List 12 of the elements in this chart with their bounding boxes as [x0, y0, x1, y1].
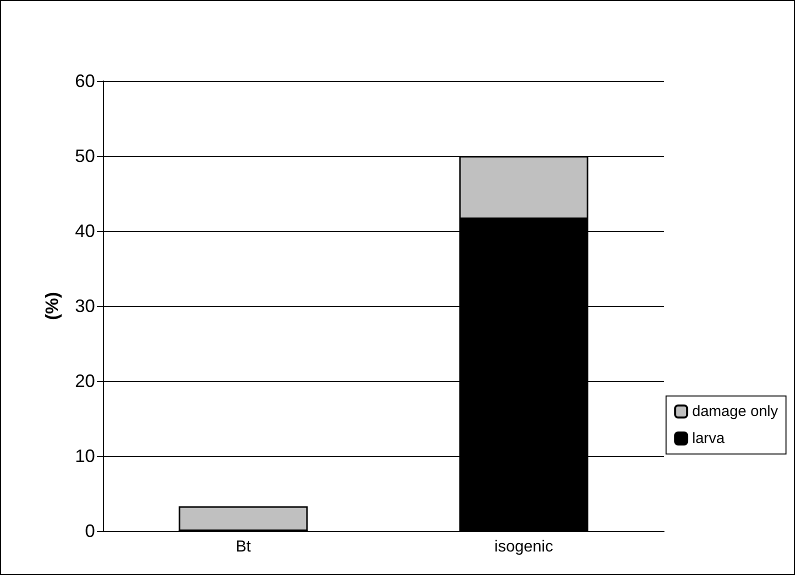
legend-label: damage only	[692, 403, 778, 420]
y-tick-label: 50	[74, 146, 95, 166]
y-tick-label: 20	[74, 371, 95, 391]
y-tick-label: 60	[74, 71, 95, 91]
y-axis-title: (%)	[42, 292, 62, 320]
x-tick-label: isogenic	[494, 538, 554, 556]
legend-label: larva	[692, 430, 726, 447]
y-tick-label: 30	[74, 296, 95, 316]
x-tick-label: Bt	[236, 538, 252, 556]
y-tick-label: 0	[84, 521, 95, 541]
y-tick-label: 40	[74, 221, 95, 241]
y-tick-label: 10	[74, 446, 95, 466]
